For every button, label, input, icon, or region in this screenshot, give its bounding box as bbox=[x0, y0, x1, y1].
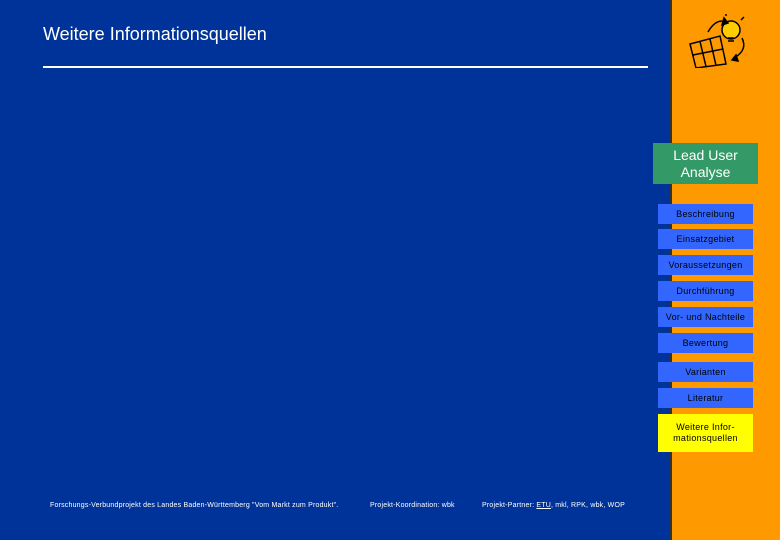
footer-partners: Projekt-Partner: ETU, mkl, RPK, wbk, WOP bbox=[482, 502, 625, 509]
footer-partners-prefix: Projekt-Partner: bbox=[482, 502, 535, 509]
title-divider bbox=[43, 66, 648, 68]
footer-coordination: Projekt-Koordination: wbk bbox=[370, 502, 455, 509]
nav-einsatzgebiet[interactable]: Einsatzgebiet bbox=[658, 229, 753, 249]
nav-bewertung[interactable]: Bewertung bbox=[658, 333, 753, 353]
nav-durchfuehrung[interactable]: Durchführung bbox=[658, 281, 753, 301]
nav-beschreibung[interactable]: Beschreibung bbox=[658, 204, 753, 224]
footer-partners-rest: , mkl, RPK, wbk, WOP bbox=[550, 502, 625, 509]
etu-link[interactable]: ETU bbox=[536, 502, 551, 509]
nav-voraussetzungen[interactable]: Voraussetzungen bbox=[658, 255, 753, 275]
nav-weitere-informationsquellen[interactable]: Weitere Infor-mationsquellen bbox=[658, 414, 753, 452]
nav-vor-und-nachteile[interactable]: Vor- und Nachteile bbox=[658, 307, 753, 327]
footer-project: Forschungs-Verbundprojekt des Landes Bad… bbox=[50, 502, 339, 509]
section-title-box: Lead User Analyse bbox=[653, 143, 758, 184]
page-title: Weitere Informationsquellen bbox=[43, 24, 267, 44]
nav-varianten[interactable]: Varianten bbox=[658, 362, 753, 382]
nav-literatur[interactable]: Literatur bbox=[658, 388, 753, 408]
lightbulb-grid-logo-icon bbox=[689, 14, 745, 68]
